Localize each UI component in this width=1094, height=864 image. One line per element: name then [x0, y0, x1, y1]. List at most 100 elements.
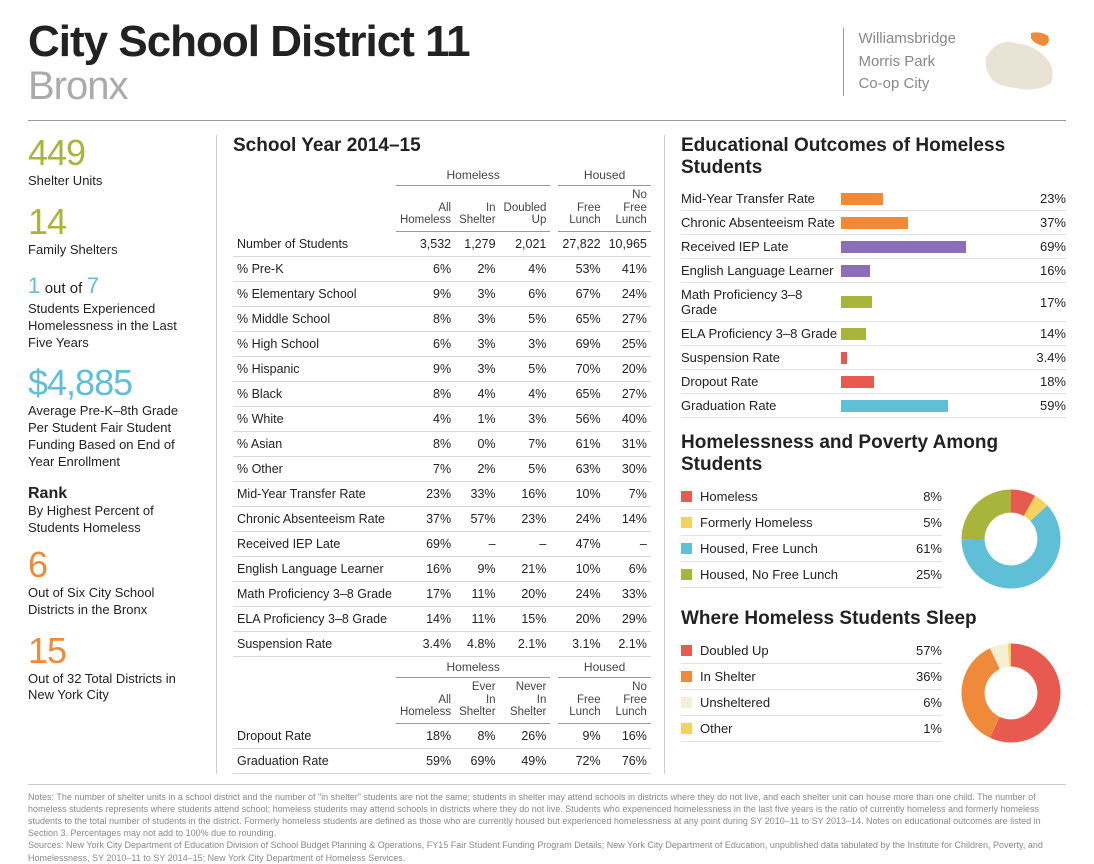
row-label: % Black: [233, 381, 396, 406]
cell: 4%: [396, 406, 455, 431]
row-label: Graduation Rate: [233, 748, 396, 773]
cell: 69%: [558, 331, 604, 356]
outcome-bar-track: [841, 376, 1022, 388]
cell: 56%: [558, 406, 604, 431]
cell: 6%: [605, 556, 651, 581]
cell: 4%: [455, 381, 499, 406]
cell: 5%: [500, 306, 551, 331]
legend-row: In Shelter 36%: [681, 664, 942, 690]
content: 449 Shelter Units 14 Family Shelters 1 o…: [28, 135, 1066, 774]
outcome-value: 23%: [1022, 191, 1066, 206]
page-subtitle: Bronx: [28, 64, 843, 108]
cell: 2%: [455, 256, 499, 281]
cell: 26%: [500, 723, 551, 748]
table-row: % Pre-K6%2%4%53%41%: [233, 256, 651, 281]
sleep-legend: Doubled Up 57% In Shelter 36% Unsheltere…: [681, 638, 942, 748]
outcome-value: 17%: [1022, 295, 1066, 310]
cell: 3%: [500, 331, 551, 356]
col-header: EverInShelter: [455, 677, 499, 723]
donut-slice: [962, 648, 1000, 738]
cell: 3%: [500, 406, 551, 431]
table-row: Received IEP Late69%––47%–: [233, 531, 651, 556]
legend-row: Homeless 8%: [681, 484, 942, 510]
cell: 27,822: [558, 231, 604, 256]
table-row: % Hispanic9%3%5%70%20%: [233, 356, 651, 381]
cell: 16%: [605, 723, 651, 748]
col-header: AllHomeless: [396, 186, 455, 232]
stat-value: 6: [28, 547, 198, 583]
stat-value: 14: [28, 204, 198, 240]
table-row: Math Proficiency 3–8 Grade17%11%20%24%33…: [233, 581, 651, 606]
stat-family-shelters: 14 Family Shelters: [28, 204, 198, 259]
outcome-label: Mid-Year Transfer Rate: [681, 191, 841, 206]
cell: 3.1%: [558, 631, 604, 656]
cell: 11%: [455, 581, 499, 606]
cell: 40%: [605, 406, 651, 431]
cell: 17%: [396, 581, 455, 606]
outcome-value: 3.4%: [1022, 350, 1066, 365]
legend-value: 6%: [923, 695, 942, 710]
ratio-num: 1: [28, 273, 40, 298]
page-title: City School District 11: [28, 20, 843, 64]
cell: 10,965: [605, 231, 651, 256]
cell: 9%: [396, 281, 455, 306]
outcome-bar: [841, 352, 847, 364]
stat-label: Students Experienced Homelessness in the…: [28, 301, 198, 352]
outcome-label: Received IEP Late: [681, 239, 841, 254]
cell: 69%: [396, 531, 455, 556]
data-table: Homeless Housed AllHomelessInShelterDoub…: [233, 165, 651, 774]
cell: –: [455, 531, 499, 556]
stat-label: Average Pre-K–8th Grade Per Student Fair…: [28, 403, 198, 471]
outcome-label: Dropout Rate: [681, 374, 841, 389]
outcome-value: 14%: [1022, 326, 1066, 341]
outcome-bar-track: [841, 352, 1022, 364]
legend-value: 5%: [923, 515, 942, 530]
rank-title: Rank: [28, 485, 198, 503]
cell: 0%: [455, 431, 499, 456]
stat-label: Family Shelters: [28, 242, 198, 259]
table-row: Mid-Year Transfer Rate23%33%16%10%7%: [233, 481, 651, 506]
cell: 18%: [396, 723, 455, 748]
row-label: % Other: [233, 456, 396, 481]
col-header: NoFreeLunch: [605, 186, 651, 232]
cell: 30%: [605, 456, 651, 481]
outcome-row: Received IEP Late 69%: [681, 235, 1066, 259]
outcome-value: 18%: [1022, 374, 1066, 389]
cell: 2,021: [500, 231, 551, 256]
legend-label: In Shelter: [700, 669, 756, 684]
cell: 21%: [500, 556, 551, 581]
cell: 10%: [558, 556, 604, 581]
col-group: Homeless: [396, 165, 550, 186]
map-icon: [976, 28, 1066, 98]
outcome-bar: [841, 400, 948, 412]
swatch-icon: [681, 723, 692, 734]
cell: 24%: [558, 581, 604, 606]
cell: 27%: [605, 306, 651, 331]
cell: 3%: [455, 356, 499, 381]
cell: 31%: [605, 431, 651, 456]
neighborhood: Morris Park: [858, 51, 956, 74]
cell: 4.8%: [455, 631, 499, 656]
cell: 9%: [558, 723, 604, 748]
cell: 24%: [558, 506, 604, 531]
swatch-icon: [681, 645, 692, 656]
table-row: % Other7%2%5%63%30%: [233, 456, 651, 481]
stat-rank-borough: 6 Out of Six City School Districts in th…: [28, 547, 198, 619]
header: City School District 11 Bronx Williamsbr…: [28, 20, 1066, 121]
outcome-bar-track: [841, 296, 1022, 308]
outcome-row: Suspension Rate 3.4%: [681, 346, 1066, 370]
ratio-den: 7: [87, 273, 99, 298]
cell: 41%: [605, 256, 651, 281]
outcome-bar: [841, 217, 908, 229]
table-row: % Middle School8%3%5%65%27%: [233, 306, 651, 331]
cell: 2.1%: [605, 631, 651, 656]
outcome-label: Graduation Rate: [681, 398, 841, 413]
sleep-title: Where Homeless Students Sleep: [681, 608, 1066, 630]
table-row: Chronic Absenteeism Rate37%57%23%24%14%: [233, 506, 651, 531]
row-label: Number of Students: [233, 231, 396, 256]
cell: 59%: [396, 748, 455, 773]
row-label: ELA Proficiency 3–8 Grade: [233, 606, 396, 631]
cell: 3%: [455, 281, 499, 306]
neighborhood: Co-op City: [858, 73, 956, 96]
cell: 9%: [455, 556, 499, 581]
